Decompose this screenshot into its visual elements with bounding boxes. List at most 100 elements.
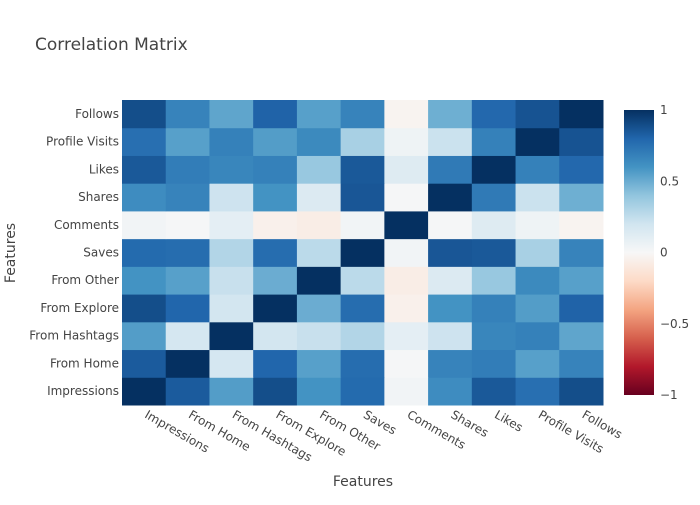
y-tick-label: Saves xyxy=(83,246,119,260)
heatmap-cell xyxy=(515,349,560,378)
heatmap-cell xyxy=(296,294,342,323)
heatmap-cell xyxy=(340,349,385,378)
heatmap-cell xyxy=(471,210,517,240)
y-tick-label: From Home xyxy=(50,356,119,370)
heatmap-cell xyxy=(296,183,342,212)
y-tick-label: Shares xyxy=(78,190,119,204)
heatmap-cell xyxy=(253,210,298,240)
heatmap-cell xyxy=(122,100,167,129)
heatmap-cell xyxy=(209,127,254,156)
heatmap-cell xyxy=(471,349,517,378)
heatmap-cell xyxy=(471,100,517,129)
heatmap-cell xyxy=(122,321,167,351)
colorbar-tick-label: 1 xyxy=(660,103,668,117)
heatmap-cell xyxy=(384,349,429,378)
heatmap-cell xyxy=(165,127,210,156)
heatmap-cell xyxy=(515,127,560,156)
colorbar-tick-label: 0 xyxy=(660,246,668,260)
heatmap-cell xyxy=(165,349,210,378)
heatmap-cell xyxy=(559,377,604,406)
heatmap-cell xyxy=(384,210,429,240)
heatmap-cell xyxy=(384,183,429,212)
heatmap-cells xyxy=(122,100,604,406)
heatmap-cell xyxy=(209,183,254,212)
heatmap-cell xyxy=(296,238,342,267)
heatmap-cell xyxy=(165,238,210,267)
heatmap-cell xyxy=(340,238,385,267)
heatmap-cell xyxy=(515,321,560,351)
heatmap-cell xyxy=(253,238,298,267)
heatmap-cell xyxy=(471,127,517,156)
heatmap-cell xyxy=(471,294,517,323)
heatmap-cell xyxy=(471,321,517,351)
heatmap-cell xyxy=(296,100,342,129)
colorbar xyxy=(624,110,654,395)
heatmap-cell xyxy=(296,155,342,184)
heatmap-cell xyxy=(296,321,342,351)
heatmap-cell xyxy=(209,238,254,267)
heatmap-cell xyxy=(165,100,210,129)
heatmap-cell xyxy=(253,294,298,323)
heatmap-cell xyxy=(122,127,167,156)
heatmap-cell xyxy=(428,100,473,129)
heatmap-cell xyxy=(296,127,342,156)
chart-title: Correlation Matrix xyxy=(35,35,188,55)
heatmap-cell xyxy=(122,266,167,295)
heatmap-cell xyxy=(165,321,210,351)
heatmap-cell xyxy=(253,155,298,184)
heatmap-cell xyxy=(428,321,473,351)
y-tick-label: Likes xyxy=(89,162,119,176)
y-tick-label: Impressions xyxy=(47,384,119,398)
x-axis-title: Features xyxy=(333,474,393,490)
heatmap-cell xyxy=(165,183,210,212)
heatmap-cell xyxy=(209,349,254,378)
heatmap-cell xyxy=(209,155,254,184)
heatmap-cell xyxy=(471,238,517,267)
heatmap-cell xyxy=(559,155,604,184)
colorbar-ticks: 1 0.5 0 −0.5 −1 xyxy=(660,103,689,402)
heatmap-cell xyxy=(340,294,385,323)
y-axis-ticks: Impressions From Home From Hashtags From Ex… xyxy=(29,107,119,398)
heatmap-cell xyxy=(515,100,560,129)
heatmap-cell xyxy=(515,238,560,267)
heatmap-cell xyxy=(253,266,298,295)
heatmap-cell xyxy=(515,183,560,212)
heatmap-cell xyxy=(384,321,429,351)
heatmap-cell xyxy=(165,294,210,323)
heatmap-cell xyxy=(515,266,560,295)
heatmap-cell xyxy=(428,349,473,378)
heatmap-cell xyxy=(559,321,604,351)
heatmap-cell xyxy=(428,155,473,184)
heatmap-cell xyxy=(253,127,298,156)
heatmap-cell xyxy=(165,377,210,406)
heatmap-cell xyxy=(340,377,385,406)
heatmap-cell xyxy=(559,183,604,212)
heatmap-cell xyxy=(559,210,604,240)
heatmap-cell xyxy=(122,294,167,323)
heatmap-cell xyxy=(209,294,254,323)
heatmap-cell xyxy=(428,377,473,406)
heatmap-cell xyxy=(384,127,429,156)
y-tick-label: From Explore xyxy=(40,301,119,315)
y-tick-label: Comments xyxy=(54,218,119,232)
heatmap-cell xyxy=(515,210,560,240)
heatmap-cell xyxy=(209,210,254,240)
heatmap-cell xyxy=(340,155,385,184)
y-axis-title: Features xyxy=(3,223,19,283)
heatmap-cell xyxy=(296,210,342,240)
heatmap-cell xyxy=(384,238,429,267)
heatmap-cell xyxy=(122,210,167,240)
heatmap-cell xyxy=(122,238,167,267)
heatmap-cell xyxy=(296,349,342,378)
heatmap-cell xyxy=(559,100,604,129)
heatmap-cell xyxy=(340,127,385,156)
y-tick-label: Follows xyxy=(75,107,119,121)
colorbar-tick-label: 0.5 xyxy=(660,174,679,188)
heatmap-cell xyxy=(428,294,473,323)
heatmap-cell xyxy=(209,266,254,295)
heatmap-cell xyxy=(165,155,210,184)
heatmap-cell xyxy=(296,377,342,406)
heatmap-cell xyxy=(515,155,560,184)
heatmap-cell xyxy=(515,294,560,323)
